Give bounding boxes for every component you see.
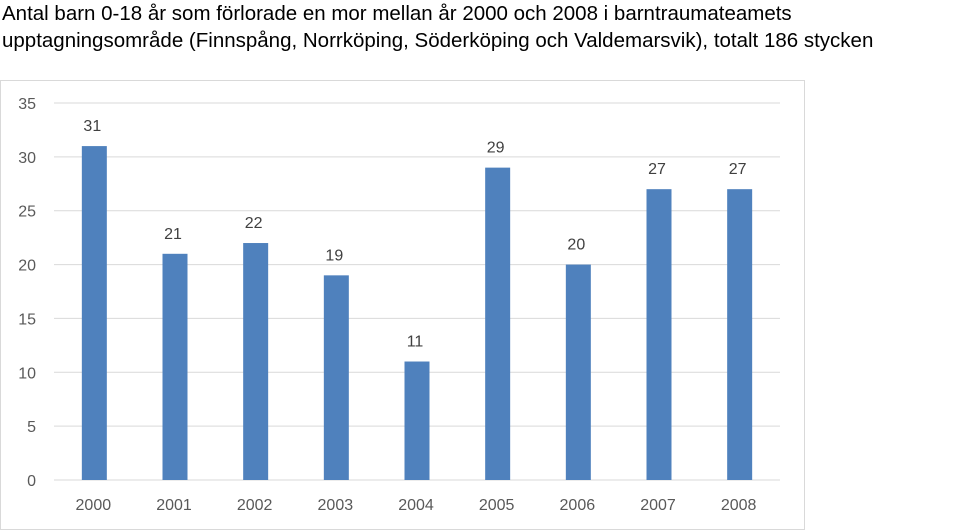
x-tick-label: 2003 — [318, 497, 354, 514]
data-label: 11 — [407, 334, 424, 351]
chart-area-border — [0, 80, 805, 530]
bar — [243, 243, 269, 480]
chart-title-line-1: Antal barn 0-18 år som förlorade en mor … — [2, 2, 792, 25]
x-tick-label: 2000 — [76, 497, 112, 514]
x-tick-label: 2008 — [721, 497, 757, 514]
x-tick-label: 2001 — [156, 497, 192, 514]
x-tick-label: 2004 — [398, 497, 434, 514]
data-label: 22 — [245, 215, 263, 232]
chart-title-line-2: upptagningsområde (Finnspång, Norrköping… — [2, 29, 874, 52]
y-tick-label: 15 — [18, 311, 36, 328]
chart-title: Antal barn 0-18 år som förlorade en mor … — [2, 0, 957, 54]
x-tick-label: 2002 — [237, 497, 273, 514]
bar — [162, 253, 188, 480]
data-label: 27 — [648, 161, 666, 178]
bar — [565, 264, 591, 480]
y-tick-label: 0 — [27, 473, 36, 490]
x-tick-label: 2005 — [479, 497, 515, 514]
data-label: 19 — [325, 247, 343, 264]
x-tick-label: 2006 — [560, 497, 596, 514]
bar — [485, 167, 511, 480]
y-tick-label: 5 — [27, 419, 36, 436]
data-label: 31 — [83, 118, 101, 135]
x-tick-label: 2007 — [640, 497, 676, 514]
y-tick-label: 20 — [18, 258, 36, 275]
data-label: 20 — [567, 237, 585, 254]
y-tick-label: 25 — [18, 204, 36, 221]
bar — [727, 189, 753, 480]
data-label: 27 — [729, 161, 747, 178]
y-tick-label: 30 — [18, 150, 36, 167]
data-label: 29 — [487, 140, 505, 157]
data-label: 21 — [164, 226, 182, 243]
y-tick-label: 35 — [18, 96, 36, 113]
y-tick-label: 10 — [18, 365, 36, 382]
bar — [323, 275, 349, 480]
bar — [81, 146, 107, 481]
bar — [404, 361, 430, 480]
bar — [646, 189, 672, 480]
